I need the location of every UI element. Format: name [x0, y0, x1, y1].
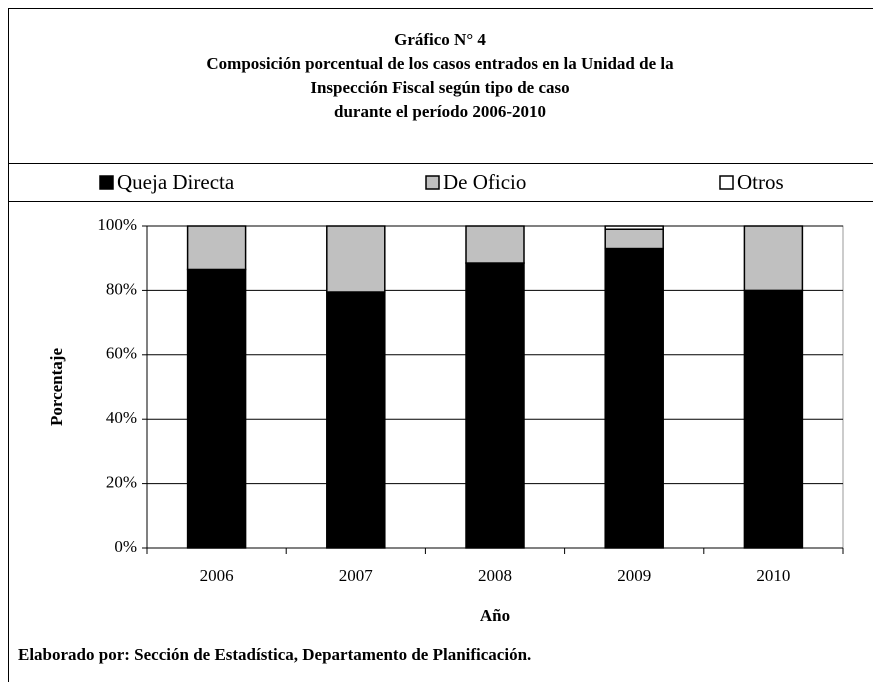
- bar-segment: [466, 263, 524, 548]
- bar-segment: [188, 269, 246, 548]
- y-axis-label: Porcentaje: [47, 348, 66, 426]
- legend-label: Queja Directa: [117, 170, 235, 194]
- bar-segment: [744, 290, 802, 548]
- y-tick-label: 60%: [106, 344, 137, 363]
- bar-segment: [188, 226, 246, 269]
- bar-segment: [605, 249, 663, 548]
- y-tick-label: 0%: [114, 537, 137, 556]
- y-tick-label: 80%: [106, 279, 137, 298]
- chart-title: Inspección Fiscal según tipo de caso: [310, 78, 569, 97]
- bar-segment: [605, 226, 663, 229]
- legend-label: De Oficio: [443, 170, 526, 194]
- legend-marker: [426, 176, 439, 189]
- y-tick-label: 40%: [106, 408, 137, 427]
- legend-label: Otros: [737, 170, 784, 194]
- chart-title: durante el período 2006-2010: [334, 102, 546, 121]
- legend-marker: [100, 176, 113, 189]
- x-tick-label: 2006: [200, 566, 234, 585]
- bar-segment: [327, 292, 385, 548]
- chart-title: Gráfico N° 4: [394, 30, 486, 49]
- source-note: Elaborado por: Sección de Estadística, D…: [18, 645, 531, 664]
- x-tick-label: 2009: [617, 566, 651, 585]
- bar-segment: [466, 226, 524, 263]
- x-axis-label: Año: [480, 606, 510, 625]
- bar-segment: [744, 226, 802, 290]
- x-tick-label: 2010: [756, 566, 790, 585]
- legend-marker: [720, 176, 733, 189]
- bar-segment: [605, 229, 663, 248]
- x-tick-label: 2008: [478, 566, 512, 585]
- y-tick-label: 100%: [97, 215, 137, 234]
- x-tick-label: 2007: [339, 566, 374, 585]
- chart-title: Composición porcentual de los casos entr…: [206, 54, 674, 73]
- bar-segment: [327, 226, 385, 292]
- y-tick-label: 20%: [106, 473, 137, 492]
